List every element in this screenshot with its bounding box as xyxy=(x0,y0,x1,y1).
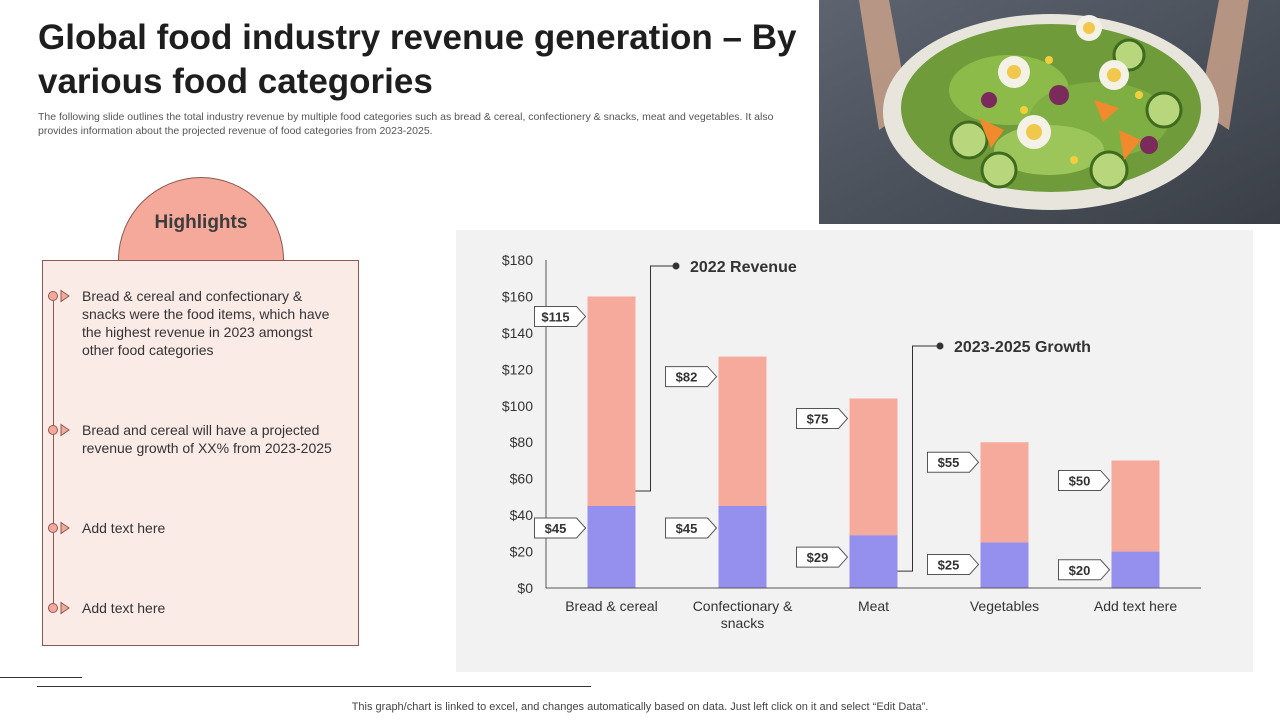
bar-revenue-2022 xyxy=(1111,551,1160,588)
bullet-marker-icon xyxy=(48,521,70,535)
x-tick-label-line: Add text here xyxy=(1094,598,1177,614)
data-label-tag xyxy=(665,366,718,388)
highlights-heading: Highlights xyxy=(154,212,248,233)
y-tick-label: $60 xyxy=(510,471,534,487)
bullet-marker-icon xyxy=(48,601,70,615)
data-label: $50 xyxy=(1069,473,1091,488)
bar-growth-2023-2025 xyxy=(587,296,636,506)
y-tick-label: $80 xyxy=(510,434,534,450)
bar-revenue-2022 xyxy=(849,535,898,588)
slide-title: Global food industry revenue generation … xyxy=(38,18,797,101)
data-label: $82 xyxy=(676,370,698,385)
data-label: $55 xyxy=(938,455,960,470)
x-tick-label-line: Meat xyxy=(858,598,889,614)
x-tick-label: Bread & cereal xyxy=(565,598,658,614)
data-label: $115 xyxy=(541,309,569,324)
x-tick-label-line: Vegetables xyxy=(970,598,1039,614)
bar-growth-2023-2025 xyxy=(1111,460,1160,552)
bar-growth-2023-2025 xyxy=(718,356,767,506)
data-label-tag xyxy=(534,305,587,327)
bullet-marker-icon xyxy=(48,423,70,437)
annotation-dot xyxy=(672,262,680,270)
x-tick-label: Meat xyxy=(858,598,889,614)
bar-revenue-2022 xyxy=(718,506,767,588)
x-tick-label-line: Bread & cereal xyxy=(565,598,658,614)
highlight-item-2: Bread and cereal will have a projected r… xyxy=(82,422,332,456)
highlight-item-1: Bread & cereal and confectionary & snack… xyxy=(82,288,330,358)
data-label-tag xyxy=(1058,469,1111,491)
data-label-tag xyxy=(927,553,980,575)
y-tick-label: $160 xyxy=(502,288,533,304)
data-label: $45 xyxy=(545,521,567,536)
bar-revenue-2022 xyxy=(980,542,1029,588)
footnote: This graph/chart is linked to excel, and… xyxy=(351,701,929,713)
bar-growth-2023-2025 xyxy=(849,398,898,536)
y-tick-label: $100 xyxy=(502,398,533,414)
y-tick-label: $180 xyxy=(502,252,533,268)
y-tick-label: $0 xyxy=(517,580,533,596)
bullet-marker-icon xyxy=(48,289,70,303)
data-label: $20 xyxy=(1069,563,1091,578)
annotation-label: 2022 Revenue xyxy=(690,259,797,276)
data-label-tag xyxy=(796,546,849,568)
data-label: $45 xyxy=(676,521,698,536)
x-tick-label-line: Confectionary & xyxy=(693,598,793,614)
y-tick-label: $140 xyxy=(502,325,533,341)
x-tick-label: Vegetables xyxy=(970,598,1039,614)
y-tick-label: $120 xyxy=(502,361,533,377)
highlights-header-tab: Highlights xyxy=(118,177,284,261)
x-tick-label-line: snacks xyxy=(721,615,765,631)
data-label-tag xyxy=(1058,559,1111,581)
data-label: $25 xyxy=(938,557,960,572)
data-label: $75 xyxy=(807,411,829,426)
slide-subtitle: The following slide outlines the total i… xyxy=(38,111,774,137)
annotation-leader-line xyxy=(635,265,676,492)
annotation-leader-line xyxy=(897,345,940,572)
data-label-tag xyxy=(534,517,587,539)
y-tick-label: $40 xyxy=(510,507,534,523)
data-label-tag xyxy=(665,517,718,539)
bar-revenue-2022 xyxy=(587,506,636,588)
timeline-line xyxy=(53,296,54,608)
data-label-tag xyxy=(796,407,849,429)
x-tick-label: Add text here xyxy=(1094,598,1177,614)
revenue-stacked-bar-chart[interactable]: $0 $20 $40 $60 $80 $100 $120 $140 $160 $180 Bread … xyxy=(456,230,1253,672)
chart-panel: $0 $20 $40 $60 $80 $100 $120 $140 $160 $180 Bread … xyxy=(456,230,1253,672)
annotation-dot xyxy=(936,342,944,350)
salad-bowl-photo xyxy=(819,0,1280,224)
x-tick-label: Confectionary & snacks xyxy=(693,598,793,631)
bar-growth-2023-2025 xyxy=(980,442,1029,543)
data-label-tag xyxy=(927,451,980,473)
highlight-item-4: Add text here xyxy=(82,600,166,616)
annotation-label: 2023-2025 Growth xyxy=(954,339,1091,356)
divider-short xyxy=(0,677,82,678)
divider-long xyxy=(37,686,591,687)
highlight-item-3: Add text here xyxy=(82,520,166,536)
y-tick-label: $20 xyxy=(510,544,534,560)
highlights-panel xyxy=(42,260,359,646)
data-label: $29 xyxy=(807,550,829,565)
